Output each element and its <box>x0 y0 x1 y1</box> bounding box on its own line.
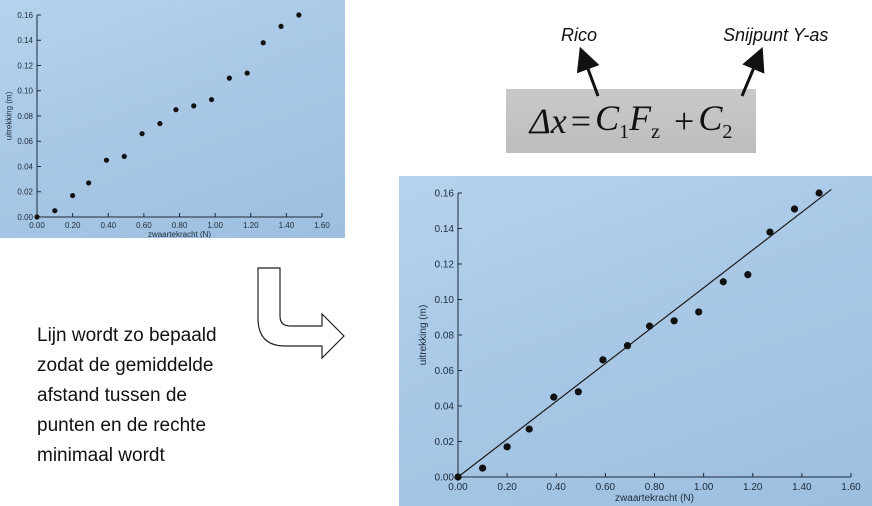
explanation-line: minimaal wordt <box>37 445 165 466</box>
formula-fz: Fz <box>629 98 660 144</box>
x-tick-label: 1.00 <box>207 221 223 230</box>
data-point <box>645 322 654 330</box>
y-tick-label: 0.16 <box>17 11 33 20</box>
data-point <box>695 308 703 316</box>
y-tick-label: 0.02 <box>17 188 33 197</box>
formula-lhs: Δx <box>529 101 567 141</box>
data-point <box>454 473 462 481</box>
y-tick-label: 0.00 <box>435 473 455 484</box>
explanation-line: punten en de rechte <box>37 415 207 436</box>
formula-c1: C1 <box>595 98 630 144</box>
x-tick-label: 0.40 <box>547 482 567 493</box>
data-point <box>86 180 92 186</box>
formula-c2: C2 <box>698 98 733 144</box>
data-point <box>574 388 582 396</box>
data-point <box>208 96 215 103</box>
y-tick-label: 0.12 <box>435 260 455 271</box>
scatter-photo-bottom: 0.00 0.20 0.40 0.60 0.80 1.00 1.20 1.40 1.60 0.00… <box>399 176 872 506</box>
data-point <box>623 342 632 350</box>
y-tick-label: 0.06 <box>17 137 33 146</box>
x-tick-label: 0.20 <box>497 482 517 493</box>
data-point <box>244 70 250 76</box>
data-point <box>599 356 607 364</box>
x-tick-label: 1.20 <box>743 482 763 493</box>
x-tick-label: 0.00 <box>29 221 45 230</box>
y-tick-label: 0.04 <box>17 162 33 171</box>
y-tick-label: 0.10 <box>435 295 455 306</box>
x-tick-label: 1.40 <box>792 482 812 493</box>
formula-equals: = <box>570 101 592 141</box>
data-point <box>139 131 145 137</box>
explanation-line: Lijn wordt zo bepaald <box>37 325 217 346</box>
y-tick-label: 0.14 <box>435 224 455 235</box>
data-point <box>503 443 511 451</box>
scatter-chart-bottom: 0.00 0.20 0.40 0.60 0.80 1.00 1.20 1.40 1.60 0.00… <box>418 188 861 505</box>
data-point <box>278 23 284 29</box>
y-tick-label: 0.14 <box>17 36 33 45</box>
y-tick-label: 0.08 <box>17 112 33 121</box>
y-axis-title: uitrekking (m) <box>4 91 13 140</box>
x-axis-title: zwaartekracht (N) <box>148 230 211 238</box>
x-tick-label: 0.00 <box>448 482 468 493</box>
data-point <box>550 393 558 401</box>
data-point <box>121 153 127 159</box>
data-point <box>744 271 752 279</box>
y-tick-label: 0.08 <box>435 331 455 342</box>
hook-arrow-icon <box>257 267 345 360</box>
data-point <box>815 189 823 197</box>
scatter-chart-top: 0.00 0.20 0.40 0.60 0.80 1.00 1.20 1.40 1.60 0.00… <box>4 11 330 238</box>
data-point <box>173 107 179 113</box>
x-tick-label: 0.40 <box>100 221 116 230</box>
data-point <box>296 12 302 18</box>
fit-line <box>457 188 832 478</box>
data-point <box>103 157 110 163</box>
explanation-text: Lijn wordt zo bepaald zodat de gemiddeld… <box>37 321 267 471</box>
data-point <box>191 103 197 109</box>
x-tick-label: 1.60 <box>841 482 861 493</box>
data-point <box>670 317 678 325</box>
formula-image: Δx = C1 Fz + C2 <box>506 89 756 153</box>
data-point <box>525 425 533 433</box>
x-axis-title: zwaartekracht (N) <box>615 493 694 504</box>
x-tick-label: 0.60 <box>136 221 152 230</box>
explanation-line: zodat de gemiddelde <box>37 355 214 376</box>
data-point <box>478 464 487 472</box>
data-point <box>260 40 266 46</box>
data-point <box>34 214 40 220</box>
formula-plus: + <box>674 101 695 141</box>
y-axis-title: uitrekking (m) <box>418 305 429 366</box>
x-tick-label: 1.00 <box>694 482 714 493</box>
x-tick-label: 1.60 <box>314 221 330 230</box>
x-tick-label: 1.40 <box>279 221 295 230</box>
y-tick-label: 0.16 <box>435 189 455 200</box>
data-point <box>766 228 774 236</box>
explanation-line: afstand tussen de <box>37 385 187 406</box>
snijpunt-label: Snijpunt Y-as <box>723 25 829 45</box>
y-tick-label: 0.02 <box>435 437 455 448</box>
y-tick-label: 0.04 <box>435 402 455 413</box>
data-point <box>70 192 76 199</box>
x-tick-label: 0.80 <box>645 482 665 493</box>
rico-label: Rico <box>561 25 598 45</box>
data-point <box>157 120 163 127</box>
x-tick-label: 0.60 <box>596 482 616 493</box>
y-tick-label: 0.06 <box>435 366 455 377</box>
x-tick-label: 0.20 <box>65 221 81 230</box>
data-point <box>790 205 799 213</box>
data-point <box>226 75 232 81</box>
x-tick-label: 0.80 <box>172 221 188 230</box>
data-point <box>52 208 58 214</box>
y-tick-label: 0.12 <box>17 61 33 70</box>
scatter-photo-top: 0.00 0.20 0.40 0.60 0.80 1.00 1.20 1.40 1.60 0.00… <box>0 0 345 238</box>
data-point <box>719 278 727 286</box>
y-tick-label: 0.10 <box>17 87 33 96</box>
y-tick-label: 0.00 <box>17 213 33 222</box>
x-tick-label: 1.20 <box>243 221 259 230</box>
